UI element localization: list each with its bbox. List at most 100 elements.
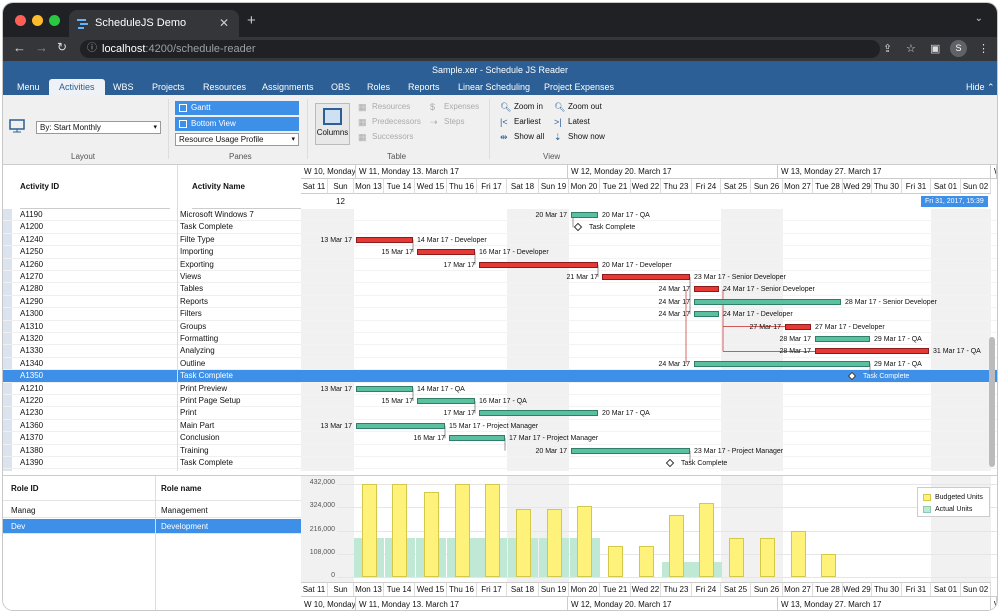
role-name-header[interactable]: Role name (161, 484, 202, 493)
expenses-button[interactable]: $ Expenses (430, 101, 479, 113)
browser-menu-icon[interactable]: ⋮ (978, 43, 989, 55)
menu-item-assignments[interactable]: Assignments (262, 82, 314, 92)
gantt-row[interactable] (301, 432, 997, 445)
table-row[interactable]: A1380 Training (3, 445, 301, 457)
table-row[interactable]: A1310 Groups (3, 321, 301, 333)
table-row[interactable]: A1240 Filte Type (3, 234, 301, 247)
site-info-icon[interactable]: ⓘ (87, 43, 97, 54)
resources-button[interactable]: ▦ Resources (358, 101, 410, 113)
task-bar[interactable] (785, 323, 811, 330)
successors-button[interactable]: ▦ Successors (358, 131, 413, 143)
new-tab-icon[interactable]: + (247, 12, 256, 29)
task-bar[interactable] (815, 336, 870, 342)
task-bar[interactable] (694, 360, 870, 367)
gantt-row[interactable] (301, 296, 997, 309)
gantt-row[interactable] (301, 420, 997, 433)
menu-item-resources[interactable]: Resources (203, 82, 247, 92)
earliest-button[interactable]: |< Earliest (500, 116, 541, 128)
bottom-view-select[interactable]: Resource Usage Profile ▾ (175, 133, 299, 146)
gantt-row[interactable] (301, 308, 997, 321)
task-bar[interactable] (417, 398, 475, 404)
table-row[interactable]: A1200 Task Complete (3, 221, 301, 234)
task-bar[interactable] (479, 261, 598, 268)
task-bar[interactable] (815, 348, 929, 355)
menu-item-menu[interactable]: Menu (17, 82, 40, 92)
table-row[interactable]: A1190 Microsoft Windows 7 (3, 209, 301, 222)
browser-tab[interactable]: ScheduleJS Demo ✕ (69, 10, 239, 37)
menu-item-linear-scheduling[interactable]: Linear Scheduling (458, 82, 531, 92)
steps-button[interactable]: ⇢ Steps (430, 116, 464, 128)
task-bar[interactable] (449, 435, 505, 442)
back-icon[interactable]: ← (13, 40, 26, 55)
gantt-row[interactable] (301, 407, 997, 420)
table-row[interactable]: A1360 Main Part (3, 420, 301, 433)
latest-button[interactable]: >| Latest (554, 116, 590, 128)
activity-name-header[interactable]: Activity Name (192, 165, 301, 209)
close-tab-icon[interactable]: ✕ (218, 16, 229, 30)
menu-item-project-expenses[interactable]: Project Expenses (544, 82, 615, 92)
task-bar[interactable] (571, 447, 690, 454)
gantt-button[interactable]: Gantt (175, 101, 299, 115)
gantt-row[interactable] (301, 209, 997, 222)
minimize-window-icon[interactable] (32, 15, 43, 26)
task-bar[interactable] (356, 385, 413, 392)
monitor-icon[interactable] (9, 119, 25, 133)
gantt-row[interactable] (301, 457, 997, 470)
menu-item-reports[interactable]: Reports (408, 82, 440, 92)
gantt-row[interactable] (301, 383, 997, 395)
tab-list-chevron-icon[interactable]: ⌄ (974, 13, 983, 24)
gantt-row[interactable] (301, 271, 997, 284)
gantt-row[interactable] (301, 333, 997, 346)
gantt-row[interactable] (301, 445, 997, 457)
gantt-row[interactable] (301, 321, 997, 333)
table-row[interactable]: A1210 Print Preview (3, 383, 301, 395)
task-bar[interactable] (571, 212, 598, 218)
menu-item-roles[interactable]: Roles (367, 82, 391, 92)
gantt-row[interactable] (301, 345, 997, 358)
task-bar[interactable] (356, 236, 413, 243)
table-row[interactable]: A1270 Views (3, 271, 301, 284)
forward-icon[interactable]: → (35, 40, 48, 55)
role-row[interactable]: Manag Management (3, 503, 301, 518)
columns-button[interactable]: Columns (315, 103, 350, 145)
gantt-row[interactable] (301, 358, 997, 371)
table-row[interactable]: A1300 Filters (3, 308, 301, 321)
task-bar[interactable] (602, 274, 690, 280)
gantt-scrollbar[interactable] (989, 337, 995, 467)
gantt-row[interactable] (301, 370, 997, 383)
reload-icon[interactable]: ↻ (57, 40, 68, 54)
close-window-icon[interactable] (15, 15, 26, 26)
table-row[interactable]: A1370 Conclusion (3, 432, 301, 445)
sidebar-toggle-icon[interactable]: ▣ (930, 43, 941, 55)
profile-avatar[interactable]: S (950, 40, 967, 57)
table-row[interactable]: A1320 Formatting (3, 333, 301, 346)
show-all-button[interactable]: ⇹ Show all (500, 131, 544, 143)
task-bar[interactable] (417, 249, 475, 256)
table-row[interactable]: A1290 Reports (3, 296, 301, 309)
menu-item-projects[interactable]: Projects (152, 82, 185, 92)
table-row[interactable]: A1330 Analyzing (3, 345, 301, 358)
bookmark-star-icon[interactable]: ☆ (906, 43, 916, 55)
table-row[interactable]: A1230 Print (3, 407, 301, 420)
table-row[interactable]: A1220 Print Page Setup (3, 395, 301, 408)
activity-id-header[interactable]: Activity ID (20, 165, 170, 209)
table-row[interactable]: A1260 Exporting (3, 259, 301, 271)
predecessors-button[interactable]: ▦ Predecessors (358, 116, 421, 128)
role-row[interactable]: Dev Development (3, 519, 301, 534)
gantt-row[interactable] (301, 395, 997, 408)
gantt-row[interactable] (301, 246, 997, 259)
gantt-row[interactable] (301, 221, 997, 234)
task-bar[interactable] (694, 311, 719, 318)
task-bar[interactable] (694, 286, 719, 293)
column-divider[interactable] (177, 165, 178, 471)
column-divider[interactable] (155, 476, 156, 610)
table-row[interactable]: A1350 Task Complete (3, 370, 301, 383)
menu-item-wbs[interactable]: WBS (113, 82, 134, 92)
gantt-row[interactable] (301, 234, 997, 247)
zoom-in-button[interactable]: 🔍︎ Zoom in (500, 101, 543, 113)
table-row[interactable]: A1280 Tables (3, 283, 301, 296)
table-row[interactable]: A1340 Outline (3, 358, 301, 371)
layout-select[interactable]: By: Start Monthly ▾ (36, 121, 161, 134)
bottom-view-button[interactable]: Bottom View (175, 117, 299, 131)
gantt-row[interactable] (301, 259, 997, 271)
